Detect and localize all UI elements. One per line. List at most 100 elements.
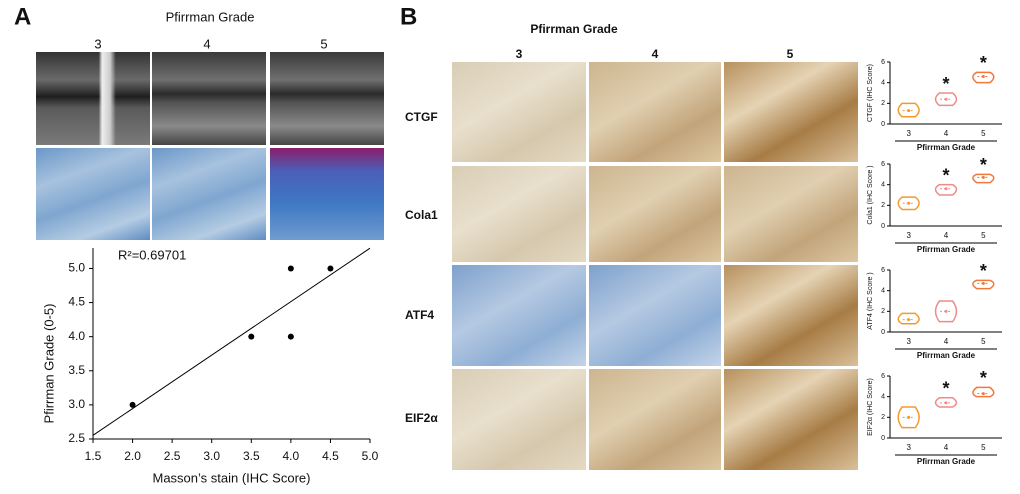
grade-label: 3 bbox=[94, 36, 101, 51]
ihc-image bbox=[589, 265, 721, 366]
x-tick-label: 4 bbox=[944, 337, 949, 346]
violin bbox=[934, 300, 958, 323]
x-tick-label: 3.0 bbox=[203, 449, 220, 463]
mri-image bbox=[270, 52, 384, 145]
y-tick-label: 3.0 bbox=[68, 397, 85, 411]
y-tick-label: 2 bbox=[881, 202, 885, 209]
point bbox=[248, 333, 255, 340]
median-dot bbox=[981, 74, 985, 78]
point bbox=[129, 401, 136, 408]
x-tick-label: 5 bbox=[981, 337, 986, 346]
y-tick-label: 3.5 bbox=[68, 363, 85, 377]
x-axis-label: Pfirrman Grade bbox=[917, 351, 976, 360]
median-dot bbox=[944, 187, 948, 191]
y-tick-label: 4.5 bbox=[68, 295, 85, 309]
median-dot bbox=[944, 309, 948, 313]
y-tick-label: 6 bbox=[881, 373, 885, 380]
y-axis-label: EIF2α (IHC Score) bbox=[867, 378, 874, 436]
x-tick-label: 3 bbox=[906, 337, 911, 346]
x-tick-label: 5.0 bbox=[362, 449, 379, 463]
x-tick-label: 3 bbox=[906, 443, 911, 452]
y-tick-label: 0 bbox=[881, 121, 885, 128]
x-tick-label: 2.0 bbox=[124, 449, 141, 463]
point bbox=[287, 333, 294, 340]
violin bbox=[897, 406, 920, 429]
y-tick-label: 0 bbox=[881, 223, 885, 230]
grade-label: 5 bbox=[787, 47, 794, 61]
x-tick-label: 5 bbox=[981, 231, 986, 240]
y-tick-label: 5.0 bbox=[68, 261, 85, 275]
y-tick-label: 6 bbox=[881, 161, 885, 168]
x-tick-label: 3 bbox=[906, 129, 911, 138]
x-tick-label: 4 bbox=[944, 129, 949, 138]
x-tick-label: 4 bbox=[944, 231, 949, 240]
masson-image bbox=[152, 148, 266, 240]
violin bbox=[972, 279, 995, 290]
y-axis-label: CTGF (IHC Score) bbox=[867, 64, 874, 122]
ihc-image bbox=[589, 62, 721, 162]
violin bbox=[934, 396, 958, 408]
grade-label: 4 bbox=[203, 36, 210, 51]
row-label: CTGF bbox=[405, 110, 438, 124]
y-tick-label: 4 bbox=[881, 394, 885, 401]
y-tick-label: 4 bbox=[881, 182, 885, 189]
ihc-image bbox=[452, 369, 586, 470]
ihc-image bbox=[589, 166, 721, 262]
mri-image bbox=[152, 52, 266, 145]
median-dot bbox=[981, 281, 985, 285]
significance: * bbox=[980, 368, 987, 388]
y-tick-label: 2 bbox=[881, 414, 885, 421]
row-label: EIF2α bbox=[405, 411, 438, 425]
x-tick-label: 4 bbox=[944, 443, 949, 452]
median-dot bbox=[907, 109, 911, 113]
significance: * bbox=[942, 378, 949, 398]
violin bbox=[897, 102, 920, 118]
significance: * bbox=[980, 261, 987, 281]
grade-label: 5 bbox=[320, 36, 327, 51]
y-tick-label: 0 bbox=[881, 329, 885, 336]
x-tick-label: 1.5 bbox=[85, 449, 102, 463]
grade-label: 3 bbox=[516, 47, 523, 61]
x-tick-label: 4.0 bbox=[283, 449, 300, 463]
ihc-image bbox=[724, 62, 858, 162]
violin bbox=[972, 173, 995, 184]
median-dot bbox=[981, 392, 985, 396]
y-tick-label: 4 bbox=[881, 288, 885, 295]
x-axis-label: Pfirrman Grade bbox=[917, 143, 976, 152]
fit-line bbox=[92, 247, 371, 436]
ihc-image bbox=[452, 62, 586, 162]
significance: * bbox=[980, 53, 987, 73]
x-tick-label: 3.5 bbox=[243, 449, 260, 463]
y-tick-label: 6 bbox=[881, 267, 885, 274]
median-dot bbox=[944, 97, 948, 101]
x-tick-label: 3 bbox=[906, 231, 911, 240]
violin bbox=[972, 71, 995, 84]
ihc-image bbox=[724, 265, 858, 366]
x-tick-label: 5 bbox=[981, 443, 986, 452]
median-dot bbox=[981, 175, 985, 179]
ihc-image bbox=[452, 166, 586, 262]
y-tick-label: 2.5 bbox=[68, 431, 85, 445]
x-tick-label: 4.5 bbox=[322, 449, 339, 463]
significance: * bbox=[942, 165, 949, 185]
violin bbox=[897, 312, 920, 325]
panel-label: A bbox=[14, 3, 31, 30]
x-axis-label: Pfirrman Grade bbox=[917, 245, 976, 254]
row-label: Cola1 bbox=[405, 208, 438, 222]
row-label: ATF4 bbox=[405, 308, 434, 322]
median-dot bbox=[907, 415, 911, 419]
violin bbox=[972, 386, 995, 398]
y-tick-label: 0 bbox=[881, 435, 885, 442]
ihc-image bbox=[724, 369, 858, 470]
mri-image bbox=[36, 52, 150, 145]
y-tick-label: 2 bbox=[881, 308, 885, 315]
annotation: R²=0.69701 bbox=[118, 247, 186, 262]
panel-title: Pfirrman Grade bbox=[530, 22, 618, 36]
y-tick-label: 4 bbox=[881, 80, 885, 87]
ihc-image bbox=[452, 265, 586, 366]
x-axis-label: Masson’s stain (IHC Score) bbox=[153, 470, 311, 485]
x-tick-label: 2.5 bbox=[164, 449, 181, 463]
masson-image bbox=[36, 148, 150, 240]
